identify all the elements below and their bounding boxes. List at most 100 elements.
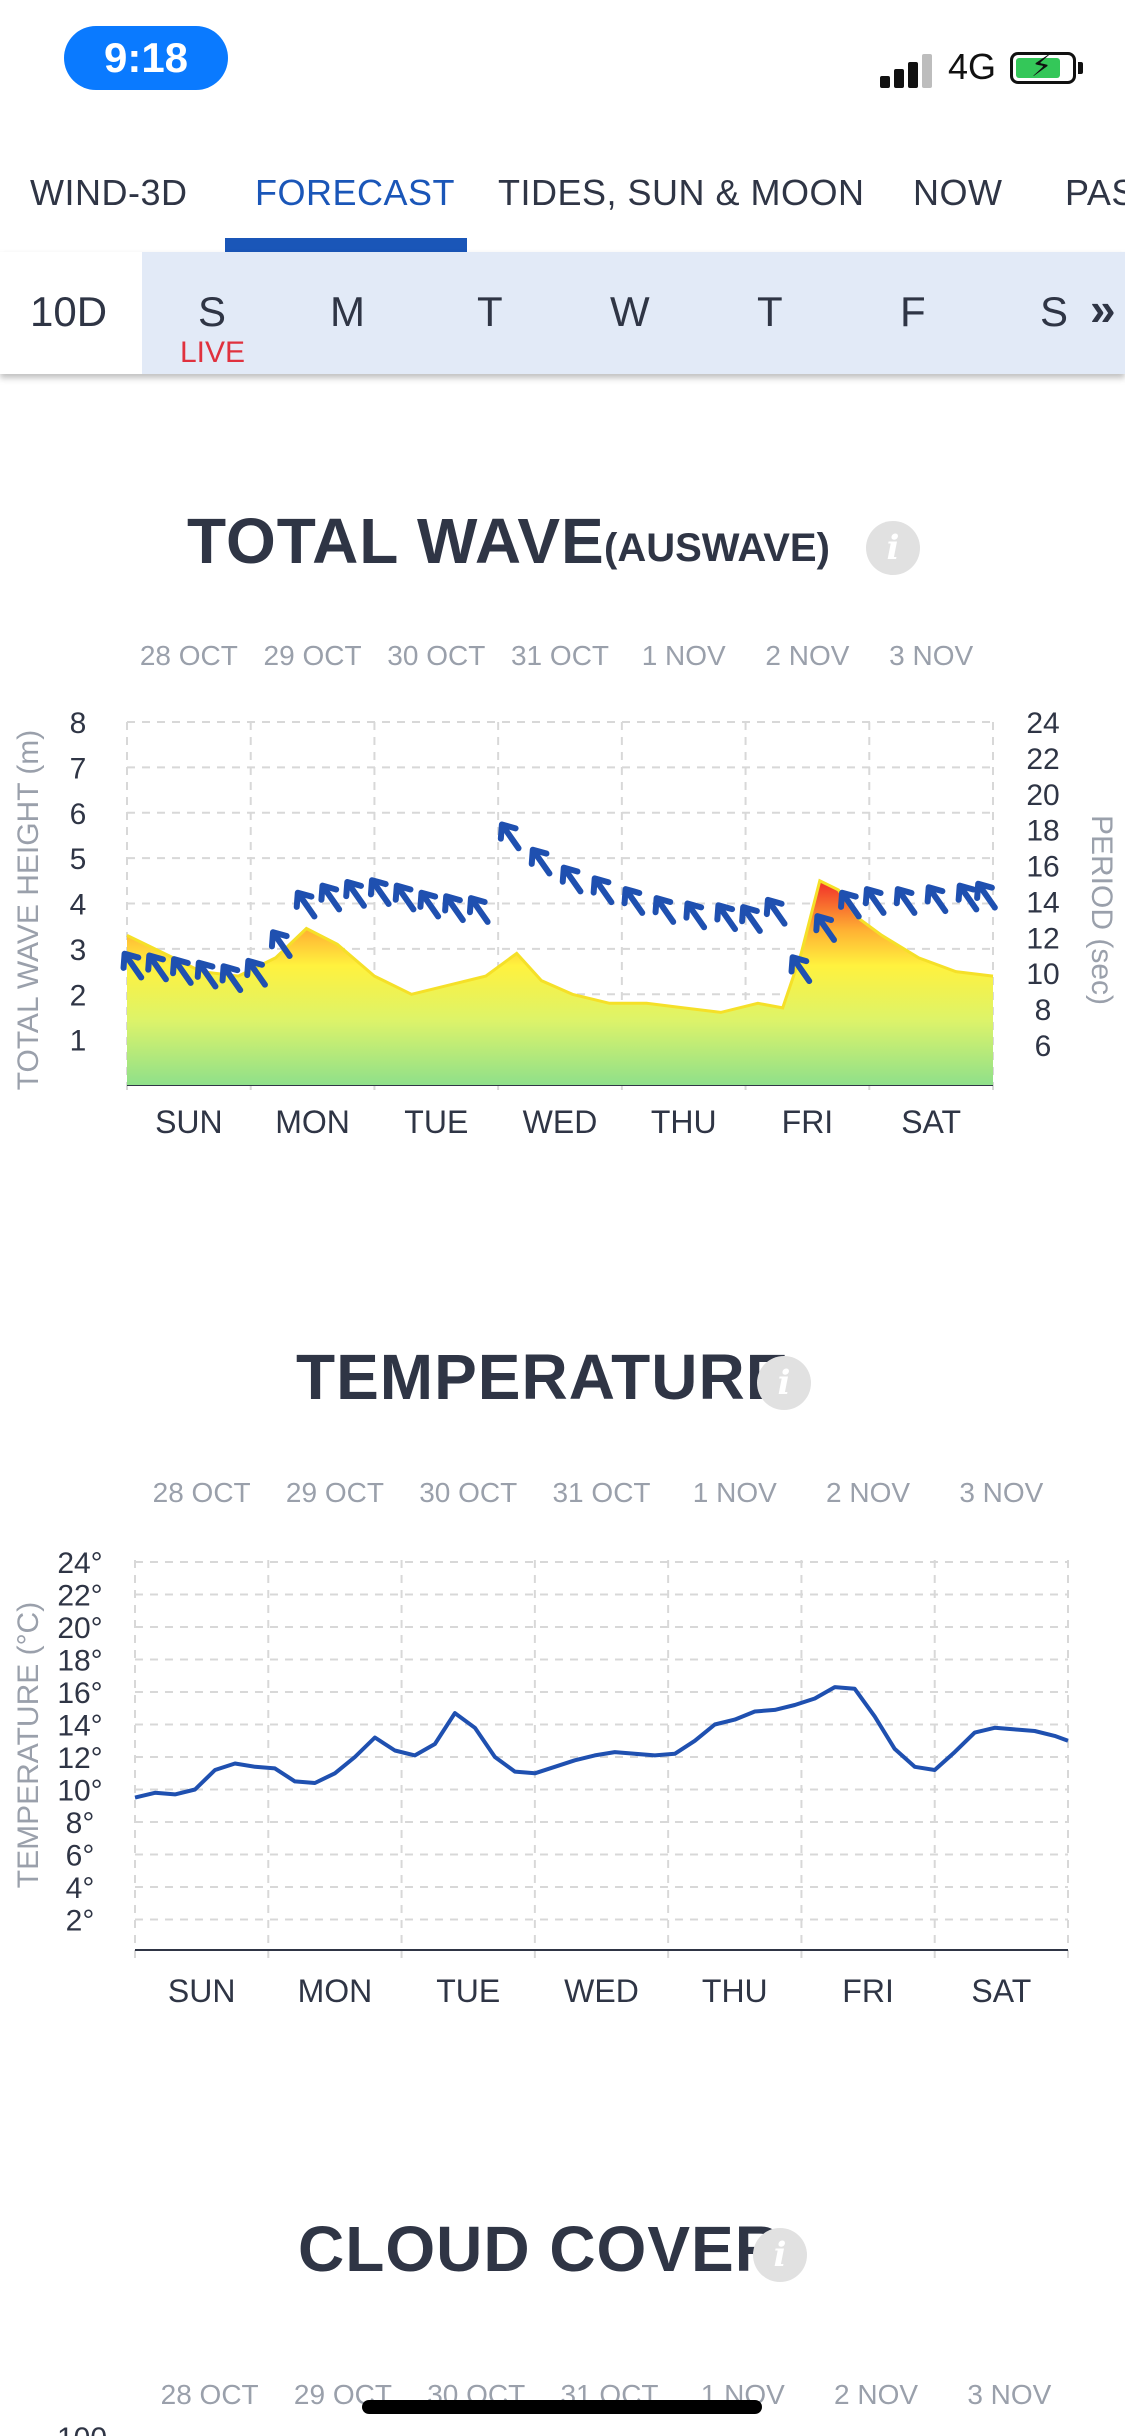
- temperature-info-icon[interactable]: i: [757, 1356, 811, 1410]
- wave-period-marker: [244, 957, 268, 988]
- wave-period-marker: [318, 882, 343, 913]
- temperature-y-tick-label: 10°: [57, 1775, 102, 1808]
- wave-period-marker: [590, 875, 615, 906]
- cloud-info-icon[interactable]: i: [753, 2228, 807, 2282]
- day-button-sun[interactable]: S: [198, 288, 227, 335]
- temperature-date-label: 29 OCT: [286, 1477, 384, 1508]
- wave-y2-axis-label: PERIOD (sec): [1085, 815, 1118, 1005]
- day-selector: 10D S LIVE M T W T F S »: [0, 252, 1125, 374]
- temperature-day-label: MON: [298, 1973, 373, 2009]
- wave-day-label: TUE: [404, 1104, 468, 1140]
- wave-y-tick-label: 5: [70, 843, 87, 876]
- wave-period-marker: [442, 893, 466, 924]
- temperature-chart: 2°4°6°8°10°12°14°16°18°20°22°24° 28 OCT 29…: [12, 1477, 1069, 2009]
- day-button-fri[interactable]: F: [900, 288, 926, 335]
- temperature-y-tick-label: 18°: [57, 1645, 102, 1678]
- wave-period-marker: [862, 886, 887, 916]
- temperature-y-tick-label: 4°: [66, 1872, 95, 1905]
- wave-y2-tick-label: 22: [1026, 743, 1059, 776]
- temperature-y-tick-label: 16°: [57, 1677, 102, 1710]
- wave-period-marker: [466, 895, 491, 925]
- wave-y-tick-label: 1: [70, 1025, 87, 1058]
- wave-height-area: [127, 880, 993, 1085]
- wave-date-label: 31 OCT: [511, 640, 609, 671]
- wave-y-tick-label: 4: [70, 889, 87, 922]
- day-button-mon[interactable]: M: [330, 288, 365, 335]
- temperature-y-axis-label: TEMPERATURE (°C): [12, 1602, 45, 1888]
- status-bar: 9:18 4G ⚡: [0, 0, 1125, 120]
- wave-period-marker: [417, 889, 442, 920]
- temperature-day-label: WED: [564, 1973, 639, 2009]
- temperature-date-label: 31 OCT: [552, 1477, 650, 1508]
- wave-y2-tick-label: 14: [1026, 886, 1059, 919]
- tab-wind-3d[interactable]: WIND-3D: [30, 172, 188, 213]
- tab-tides-sun-moon[interactable]: TIDES, SUN & MOON: [498, 172, 865, 213]
- wave-day-label: FRI: [782, 1104, 834, 1140]
- tab-past[interactable]: PAS: [1065, 172, 1125, 213]
- wave-y2-tick-label: 10: [1026, 958, 1059, 991]
- temperature-y-tick-label: 14°: [57, 1710, 102, 1743]
- wave-y2-tick-label: 18: [1026, 815, 1059, 848]
- more-days-chevron-icon[interactable]: »: [1090, 283, 1116, 335]
- wave-date-label: 29 OCT: [264, 640, 362, 671]
- temperature-y-tick-label: 22°: [57, 1580, 102, 1613]
- wave-period-marker: [739, 904, 763, 934]
- wave-period-marker: [714, 902, 739, 933]
- clock-time: 9:18: [64, 26, 228, 90]
- live-badge: LIVE: [180, 336, 246, 369]
- wave-period-marker: [497, 821, 522, 852]
- temperature-day-label: FRI: [842, 1973, 894, 2009]
- day-button-tue[interactable]: T: [477, 288, 503, 335]
- temperature-line: [134, 1685, 1069, 1800]
- wave-period-marker: [120, 950, 145, 981]
- day-button-thu[interactable]: T: [757, 288, 783, 335]
- temperature-date-label: 28 OCT: [153, 1477, 251, 1508]
- cloud-section-title: CLOUD COVER: [298, 2213, 782, 2285]
- wave-y-axis-label: TOTAL WAVE HEIGHT (m): [12, 730, 45, 1091]
- wave-date-label: 30 OCT: [387, 640, 485, 671]
- wave-date-label: 1 NOV: [642, 640, 726, 671]
- wave-period-marker: [343, 879, 367, 909]
- wave-day-label: MON: [275, 1104, 350, 1140]
- wave-info-icon[interactable]: i: [866, 521, 920, 575]
- day-button-sat[interactable]: S: [1040, 288, 1069, 335]
- wave-period-marker: [893, 886, 918, 916]
- day-button-wed[interactable]: W: [610, 288, 650, 335]
- wave-y-tick-label: 8: [70, 707, 87, 740]
- tab-now[interactable]: NOW: [913, 172, 1003, 213]
- days-strip: [142, 252, 1125, 374]
- battery-tip: [1078, 62, 1083, 74]
- wave-y2-tick-label: 16: [1026, 851, 1059, 884]
- wave-day-label: SAT: [901, 1104, 961, 1140]
- wave-period-marker: [528, 846, 553, 877]
- tab-forecast[interactable]: FORECAST: [255, 172, 456, 213]
- temperature-date-label: 2 NOV: [826, 1477, 910, 1508]
- wave-period-marker: [652, 895, 677, 925]
- temperature-y-tick-label: 20°: [57, 1612, 102, 1645]
- wave-date-label: 28 OCT: [140, 640, 238, 671]
- wave-y-tick-label: 3: [70, 934, 87, 967]
- wave-y-tick-label: 2: [70, 979, 87, 1012]
- battery-icon: ⚡: [1010, 50, 1076, 84]
- temperature-date-label: 3 NOV: [959, 1477, 1043, 1508]
- range-10d-button[interactable]: 10D: [30, 288, 108, 335]
- wave-period-marker: [974, 880, 998, 911]
- cloud-date-label: 3 NOV: [967, 2379, 1051, 2410]
- cellular-signal-icon: [880, 50, 934, 88]
- wave-period-marker: [268, 929, 293, 959]
- network-type: 4G: [948, 46, 997, 87]
- wave-day-label: WED: [523, 1104, 598, 1140]
- wave-period-marker: [813, 913, 838, 943]
- wave-period-marker: [170, 956, 194, 986]
- wave-period-marker: [293, 889, 318, 920]
- wave-period-marker: [219, 963, 244, 994]
- wave-period-marker: [194, 959, 219, 990]
- temperature-day-label: THU: [702, 1973, 768, 2009]
- wave-day-label: SUN: [155, 1104, 223, 1140]
- wave-period-marker: [838, 889, 862, 920]
- temperature-y-tick-label: 12°: [57, 1742, 102, 1775]
- temperature-day-label: TUE: [436, 1973, 500, 2009]
- wave-period-marker: [145, 952, 169, 983]
